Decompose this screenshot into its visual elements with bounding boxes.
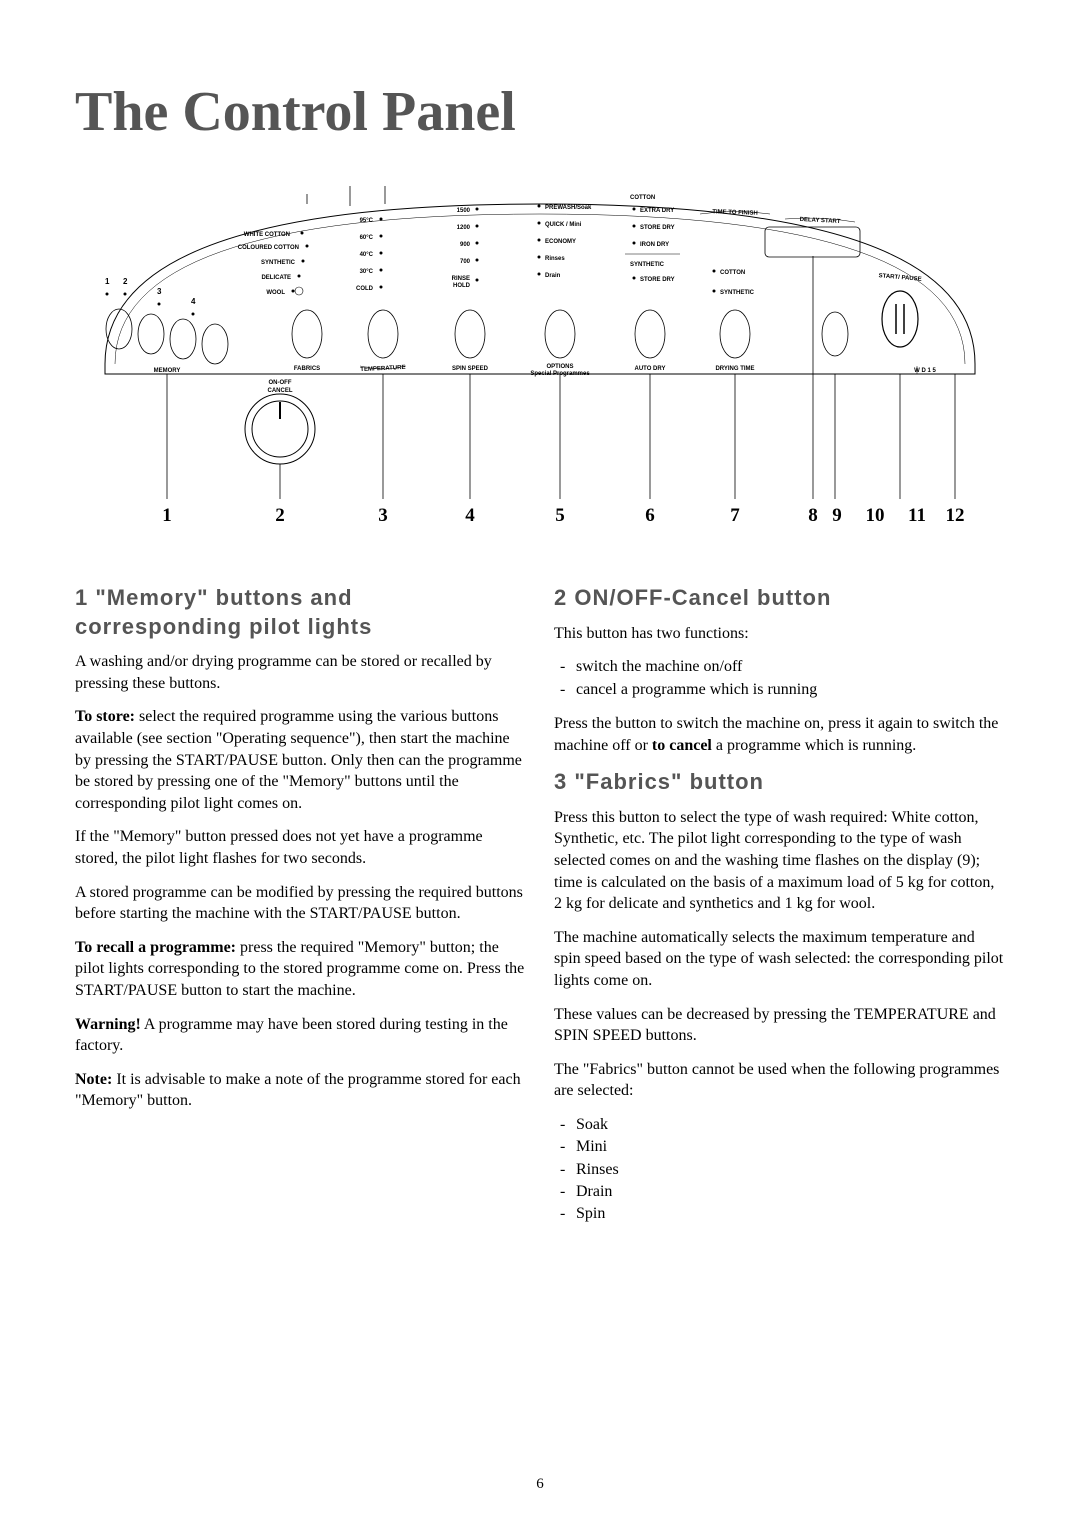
svg-text:ECONOMY: ECONOMY xyxy=(545,239,576,245)
svg-text:60°C: 60°C xyxy=(360,235,374,241)
svg-text:HOLD: HOLD xyxy=(453,283,471,289)
section1-p6: Warning! A programme may have been store… xyxy=(75,1014,526,1057)
section2-heading: 2 ON/OFF-Cancel button xyxy=(554,584,1005,613)
control-panel-diagram: ON-OFF CANCEL 1 2 3 4 MEMORY WHITE COTTO… xyxy=(75,174,1005,554)
list-item: Rinses xyxy=(554,1159,1005,1181)
svg-text:SYNTHETIC: SYNTHETIC xyxy=(720,290,755,296)
svg-text:COTTON: COTTON xyxy=(720,270,745,276)
svg-text:9: 9 xyxy=(832,505,842,526)
svg-text:700: 700 xyxy=(460,259,471,265)
svg-text:7: 7 xyxy=(730,505,740,526)
section2-p2: Press the button to switch the machine o… xyxy=(554,713,1005,756)
svg-text:DELAY START: DELAY START xyxy=(799,217,840,225)
svg-text:3: 3 xyxy=(378,505,388,526)
section1-p4: A stored programme can be modified by pr… xyxy=(75,882,526,925)
svg-text:TEMPERATURE: TEMPERATURE xyxy=(360,365,405,373)
fabrics-group: WHITE COTTON COLOURED COTTON SYNTHETIC D… xyxy=(238,232,322,373)
left-column: 1 "Memory" buttons and corresponding pil… xyxy=(75,584,526,1238)
list-item: Mini xyxy=(554,1136,1005,1158)
list-item: Drain xyxy=(554,1181,1005,1203)
svg-text:4: 4 xyxy=(191,297,196,306)
svg-text:900: 900 xyxy=(460,242,471,248)
svg-text:95°C: 95°C xyxy=(360,218,374,224)
svg-text:STORE DRY: STORE DRY xyxy=(640,225,675,231)
section1-heading: 1 "Memory" buttons and corresponding pil… xyxy=(75,584,526,641)
options-group: PREWASH/Soak QUICK / Mini ECONOMY Rinses… xyxy=(530,205,592,378)
section1-p7: Note: It is advisable to make a note of … xyxy=(75,1069,526,1112)
svg-text:5: 5 xyxy=(555,505,565,526)
start-pause-group: START/ PAUSE xyxy=(878,273,921,347)
list-item: switch the machine on/off xyxy=(554,656,1005,678)
svg-text:ON-OFF: ON-OFF xyxy=(269,380,292,386)
svg-text:4: 4 xyxy=(465,505,475,526)
svg-text:FABRICS: FABRICS xyxy=(294,366,320,372)
svg-text:30°C: 30°C xyxy=(360,269,374,275)
svg-text:11: 11 xyxy=(908,505,926,526)
list-item: Spin xyxy=(554,1203,1005,1225)
svg-text:12: 12 xyxy=(946,505,965,526)
svg-text:COLD: COLD xyxy=(356,286,374,292)
svg-text:10: 10 xyxy=(866,505,885,526)
svg-text:QUICK / Mini: QUICK / Mini xyxy=(545,222,582,228)
section3-p3: These values can be decreased by pressin… xyxy=(554,1004,1005,1047)
svg-text:STORE DRY: STORE DRY xyxy=(640,277,675,283)
temperature-group: 95°C 60°C 40°C 30°C COLD TEMPERATURE xyxy=(356,218,406,374)
svg-text:3: 3 xyxy=(157,287,162,296)
svg-text:RINSE: RINSE xyxy=(452,276,470,282)
svg-text:DELICATE: DELICATE xyxy=(261,275,291,281)
svg-text:1: 1 xyxy=(105,277,110,286)
memory-group: 1 2 3 4 MEMORY xyxy=(105,277,228,374)
list-item: Soak xyxy=(554,1114,1005,1136)
section3-heading: 3 "Fabrics" button xyxy=(554,768,1005,797)
svg-text:6: 6 xyxy=(645,505,655,526)
svg-text:START/ PAUSE: START/ PAUSE xyxy=(878,273,921,283)
section1-p2: To store: select the required programme … xyxy=(75,706,526,814)
section3-p4: The "Fabrics" button cannot be used when… xyxy=(554,1059,1005,1102)
svg-text:Drain: Drain xyxy=(545,273,561,279)
section2-p1: This button has two functions: xyxy=(554,623,1005,645)
svg-text:WOOL: WOOL xyxy=(266,290,285,296)
spin-speed-group: 1500 1200 900 700 RINSE HOLD SPIN SPEED xyxy=(452,208,489,373)
right-column: 2 ON/OFF-Cancel button This button has t… xyxy=(554,584,1005,1238)
svg-text:OPTIONS: OPTIONS xyxy=(546,364,573,370)
svg-text:SPIN SPEED: SPIN SPEED xyxy=(452,366,489,372)
svg-text:MEMORY: MEMORY xyxy=(154,368,181,374)
section2-list: switch the machine on/off cancel a progr… xyxy=(554,656,1005,701)
content-columns: 1 "Memory" buttons and corresponding pil… xyxy=(75,584,1005,1238)
svg-text:SYNTHETIC: SYNTHETIC xyxy=(630,262,665,268)
svg-text:40°C: 40°C xyxy=(360,252,374,258)
svg-text:Rinses: Rinses xyxy=(545,256,565,262)
svg-text:2: 2 xyxy=(123,277,128,286)
svg-text:1500: 1500 xyxy=(457,208,471,214)
section3-p1: Press this button to select the type of … xyxy=(554,807,1005,915)
svg-text:PREWASH/Soak: PREWASH/Soak xyxy=(545,205,592,211)
svg-text:TIME TO FINISH: TIME TO FINISH xyxy=(712,209,758,217)
svg-text:1: 1 xyxy=(162,505,172,526)
svg-text:8: 8 xyxy=(808,505,818,526)
svg-text:WHITE COTTON: WHITE COTTON xyxy=(244,232,290,238)
section1-p1: A washing and/or drying programme can be… xyxy=(75,651,526,694)
page-title: The Control Panel xyxy=(75,80,1005,144)
svg-text:COLOURED COTTON: COLOURED COTTON xyxy=(238,245,299,251)
svg-text:SYNTHETIC: SYNTHETIC xyxy=(261,260,296,266)
section1-p5: To recall a programme: press the require… xyxy=(75,937,526,1002)
svg-text:EXTRA DRY: EXTRA DRY xyxy=(640,208,674,214)
section3-list: Soak Mini Rinses Drain Spin xyxy=(554,1114,1005,1226)
auto-dry-group: COTTON EXTRA DRY STORE DRY IRON DRY SYNT… xyxy=(625,195,680,372)
svg-text:CANCEL: CANCEL xyxy=(268,388,293,394)
svg-text:IRON DRY: IRON DRY xyxy=(640,242,669,248)
display-group: TIME TO FINISH DELAY START xyxy=(700,209,860,257)
svg-text:1200: 1200 xyxy=(457,225,471,231)
svg-text:2: 2 xyxy=(275,505,285,526)
svg-text:W D 1 5: W D 1 5 xyxy=(914,368,936,374)
page-number: 6 xyxy=(536,1476,544,1493)
svg-text:COTTON: COTTON xyxy=(630,195,655,201)
section3-p2: The machine automatically selects the ma… xyxy=(554,927,1005,992)
list-item: cancel a programme which is running xyxy=(554,679,1005,701)
svg-text:AUTO DRY: AUTO DRY xyxy=(634,366,665,372)
svg-text:DRYING TIME: DRYING TIME xyxy=(715,366,754,372)
section1-p3: If the "Memory" button pressed does not … xyxy=(75,826,526,869)
diagram-svg: ON-OFF CANCEL 1 2 3 4 MEMORY WHITE COTTO… xyxy=(75,174,1005,554)
drying-time-group: COTTON SYNTHETIC DRYING TIME xyxy=(713,270,755,373)
